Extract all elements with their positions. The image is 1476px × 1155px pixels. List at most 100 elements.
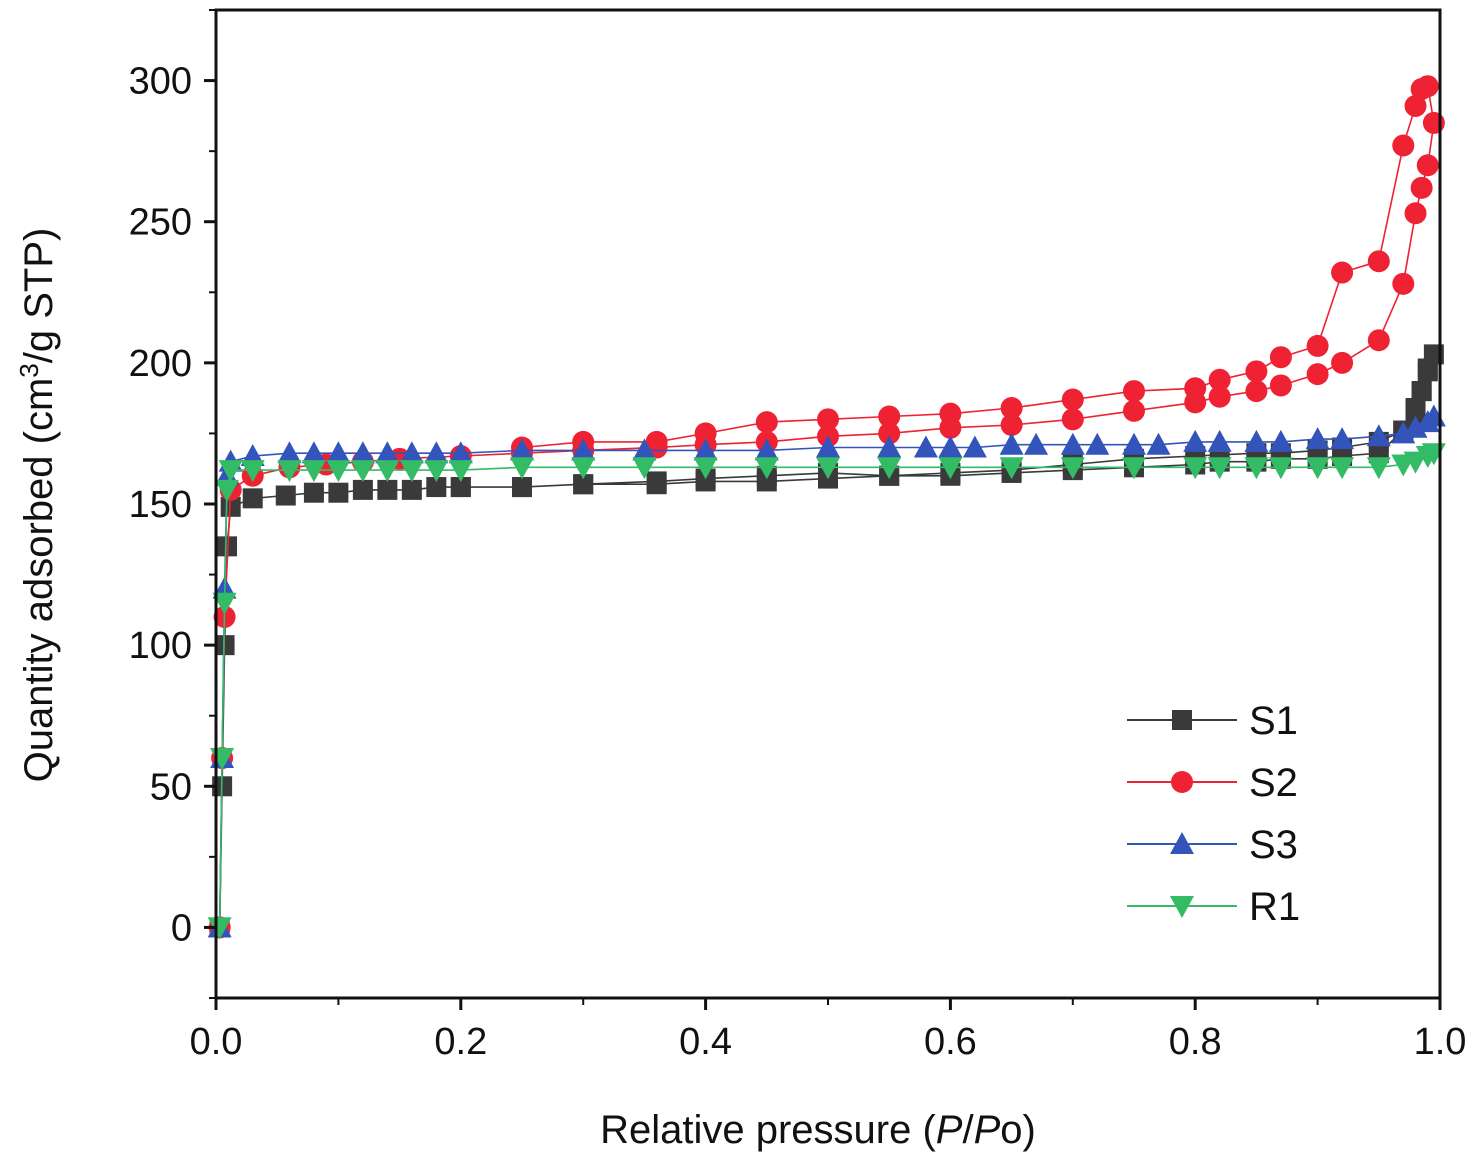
data-point-s3 bbox=[1244, 429, 1269, 452]
y-tick-label: 300 bbox=[129, 61, 192, 103]
series-r1 bbox=[207, 443, 1446, 940]
data-point-r1 bbox=[326, 460, 351, 483]
data-point-r1 bbox=[277, 460, 302, 483]
x-tick-label: 1.0 bbox=[1414, 1021, 1467, 1063]
data-point-s3 bbox=[913, 435, 938, 458]
data-point-r1 bbox=[877, 457, 902, 480]
data-point-s2 bbox=[1000, 397, 1023, 420]
data-point-s1 bbox=[401, 479, 422, 500]
data-point-r1 bbox=[1122, 457, 1146, 480]
data-point-r1 bbox=[399, 460, 424, 483]
data-point-s2 bbox=[1331, 261, 1354, 284]
data-point-r1 bbox=[1366, 457, 1391, 480]
data-point-s1 bbox=[377, 479, 398, 500]
x-tick-label: 0.4 bbox=[679, 1021, 732, 1063]
data-point-s2 bbox=[694, 422, 717, 445]
data-point-s3 bbox=[1391, 421, 1416, 444]
y-tick-label: 150 bbox=[129, 484, 192, 526]
data-point-s1 bbox=[1417, 361, 1438, 382]
legend-item-s2: S2 bbox=[1127, 761, 1298, 805]
legend-item-s1: S1 bbox=[1127, 699, 1298, 743]
data-point-s3 bbox=[1268, 429, 1293, 452]
data-point-s1 bbox=[328, 482, 349, 503]
data-point-s3 bbox=[350, 441, 375, 464]
data-point-s2 bbox=[1184, 377, 1207, 400]
data-point-r1 bbox=[571, 457, 596, 480]
data-point-r1 bbox=[1183, 457, 1208, 480]
data-point-s1 bbox=[646, 471, 667, 492]
data-point-r1 bbox=[350, 460, 375, 483]
data-point-s2 bbox=[1306, 363, 1329, 386]
data-point-s1 bbox=[512, 477, 532, 498]
data-point-s3 bbox=[424, 441, 449, 464]
x-tick-label: 0.0 bbox=[190, 1021, 243, 1063]
legend-label: S3 bbox=[1249, 823, 1298, 867]
y-tick-label: 0 bbox=[171, 907, 192, 949]
data-point-r1 bbox=[1330, 457, 1355, 480]
data-point-s1 bbox=[275, 485, 296, 506]
data-point-r1 bbox=[215, 479, 240, 502]
data-point-s3 bbox=[962, 435, 987, 458]
data-point-s2 bbox=[1404, 94, 1427, 117]
data-point-s1 bbox=[242, 488, 263, 509]
data-point-r1 bbox=[632, 457, 657, 480]
y-axis-title-superscript: 3 bbox=[14, 363, 44, 377]
data-point-s3 bbox=[571, 438, 596, 461]
legend-marker bbox=[1170, 832, 1194, 854]
data-point-s1 bbox=[450, 477, 471, 498]
x-axis-title-part-1: Relative pressure ( bbox=[600, 1108, 936, 1152]
data-point-r1 bbox=[1244, 457, 1269, 480]
data-point-s2 bbox=[1404, 202, 1427, 225]
data-point-s3 bbox=[510, 438, 534, 461]
data-point-s3 bbox=[754, 438, 779, 461]
y-axis-title-part-1: Quantity adsorbed (cm bbox=[17, 378, 61, 783]
x-axis-title-slash: / bbox=[962, 1108, 974, 1152]
data-point-r1 bbox=[1268, 457, 1293, 480]
data-point-r1 bbox=[510, 457, 534, 480]
y-tick-label: 50 bbox=[150, 766, 192, 808]
x-tick-label: 0.2 bbox=[434, 1021, 487, 1063]
data-point-s3 bbox=[999, 432, 1024, 455]
ticks-layer: 0.0 0.2 0.4 0.6 0.8 1.0 0 50 100 150 200 250 300 bbox=[129, 9, 1467, 1063]
y-tick-label: 200 bbox=[129, 343, 192, 385]
legend-marker bbox=[1170, 896, 1194, 918]
data-point-s3 bbox=[326, 441, 351, 464]
data-point-s2 bbox=[1123, 399, 1145, 422]
data-point-s2 bbox=[1410, 78, 1433, 101]
data-point-s2 bbox=[1392, 134, 1415, 157]
data-point-s3 bbox=[1305, 427, 1330, 450]
data-point-r1 bbox=[754, 457, 779, 480]
data-point-s3 bbox=[1060, 432, 1085, 455]
y-axis-title-part-2: /g STP) bbox=[17, 228, 61, 364]
legend-item-r1: R1 bbox=[1127, 885, 1300, 929]
data-point-s2 bbox=[1061, 408, 1084, 431]
legend-marker bbox=[1171, 771, 1193, 793]
data-point-s3 bbox=[1330, 427, 1355, 450]
data-point-s3 bbox=[816, 435, 840, 458]
data-point-s3 bbox=[1403, 415, 1428, 438]
y-tick-label: 250 bbox=[129, 202, 192, 244]
data-point-s3 bbox=[1366, 424, 1391, 447]
data-point-s2 bbox=[939, 402, 962, 425]
data-point-s1 bbox=[352, 479, 373, 500]
data-point-s2 bbox=[1367, 329, 1390, 352]
data-point-r1 bbox=[1305, 457, 1330, 480]
data-point-s2 bbox=[1269, 374, 1292, 397]
data-point-s2 bbox=[1392, 272, 1415, 295]
data-point-s3 bbox=[1122, 432, 1146, 455]
data-point-s2 bbox=[645, 430, 668, 453]
data-point-s1 bbox=[1405, 398, 1426, 419]
data-point-r1 bbox=[816, 457, 840, 480]
legend: S1 S2 S3 R1 bbox=[1127, 699, 1300, 929]
data-point-s2 bbox=[1245, 360, 1268, 383]
x-tick-label: 0.6 bbox=[924, 1021, 977, 1063]
legend-marker bbox=[1172, 710, 1192, 730]
data-point-s1 bbox=[1411, 381, 1432, 402]
data-point-s1 bbox=[303, 482, 324, 503]
data-point-s3 bbox=[301, 441, 326, 464]
data-point-s3 bbox=[448, 441, 473, 464]
data-point-s3 bbox=[1024, 432, 1049, 455]
data-point-s2 bbox=[1331, 351, 1354, 374]
